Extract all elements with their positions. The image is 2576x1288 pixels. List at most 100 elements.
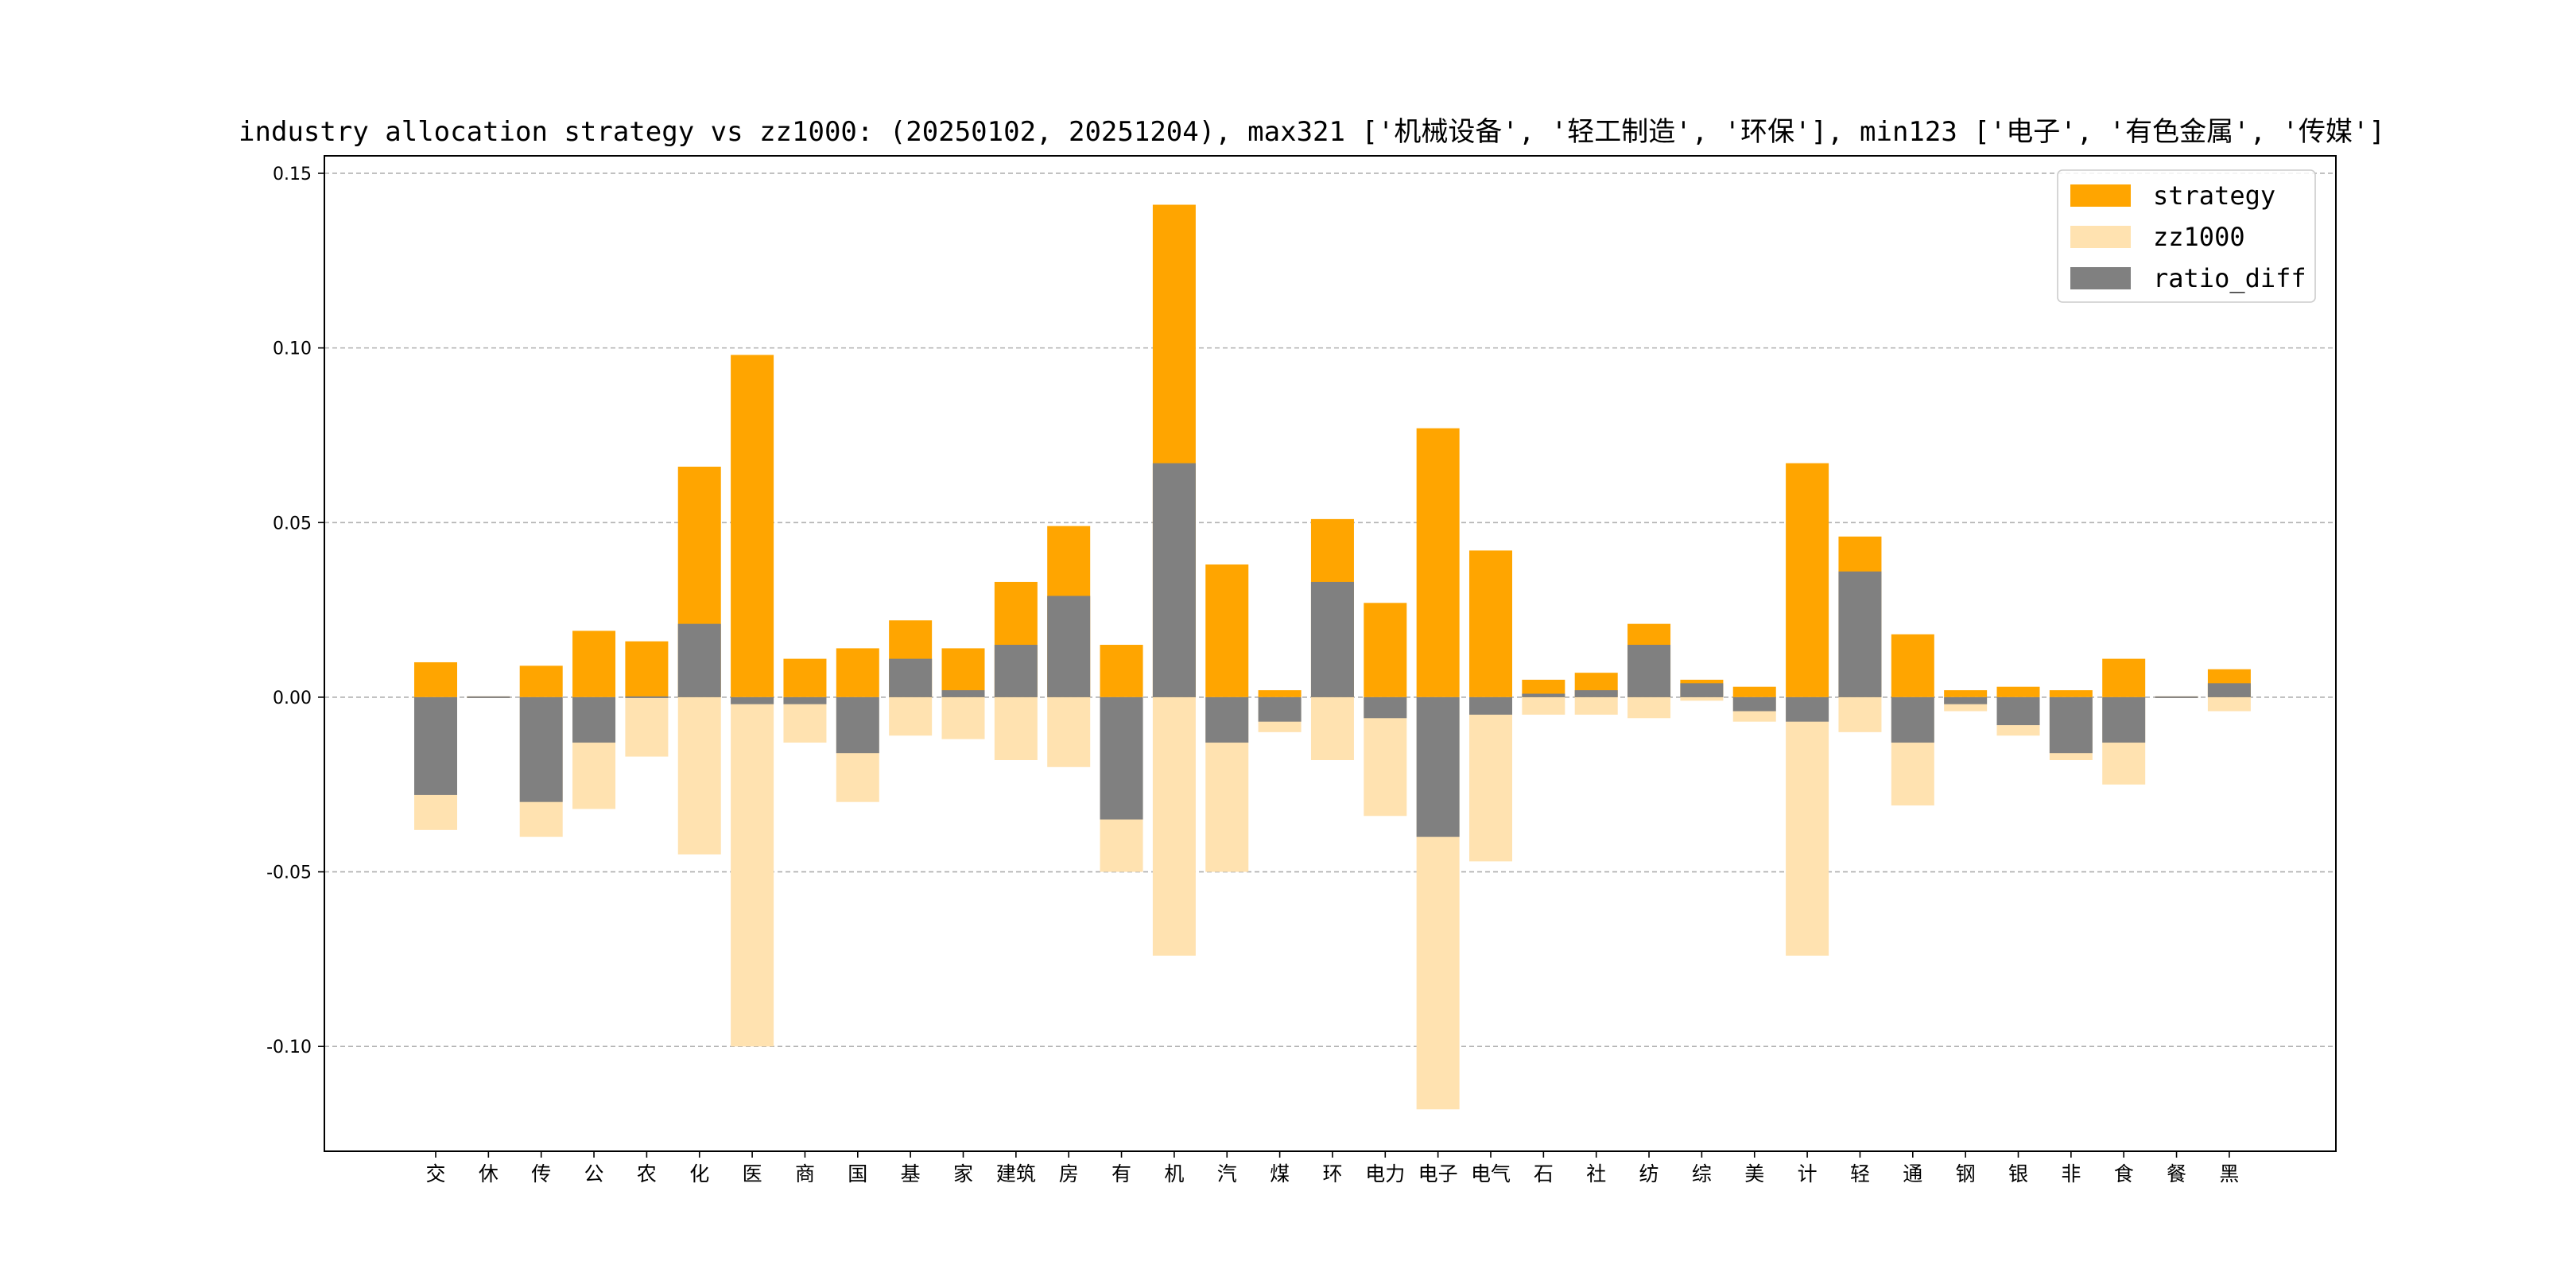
- bar-zz1000: [2207, 696, 2251, 712]
- bar-strategy: [414, 661, 457, 697]
- bar-strategy: [1786, 463, 1829, 697]
- y-axis: -0.10 -0.05 0.00 0.05 0.10 0.15: [266, 165, 324, 1057]
- legend-swatch-ratio_diff: [2070, 267, 2131, 289]
- x-tick-label: 美: [1744, 1162, 1764, 1185]
- bar-ratio_diff: [1996, 696, 2040, 726]
- bar-zz1000: [1152, 696, 1196, 956]
- x-tick-label: 非: [2061, 1162, 2081, 1185]
- bar-zz1000: [1786, 696, 1829, 956]
- bar-ratio_diff: [1416, 696, 1460, 837]
- bar-ratio_diff: [1469, 696, 1512, 715]
- x-tick-label: 电力: [1365, 1162, 1405, 1185]
- bar-zz1000: [1680, 696, 1724, 701]
- bar-ratio_diff: [731, 696, 774, 704]
- bar-zz1000: [1838, 696, 1882, 732]
- bar-strategy: [1364, 603, 1407, 697]
- x-tick-label: 基: [901, 1162, 921, 1185]
- bar-strategy: [1732, 686, 1776, 697]
- bar-ratio_diff: [1205, 696, 1249, 743]
- bar-strategy: [731, 355, 774, 697]
- x-tick-label: 有: [1111, 1162, 1131, 1185]
- bar-ratio_diff: [572, 696, 616, 743]
- bar-ratio_diff: [2049, 696, 2093, 754]
- x-tick-label: 交: [425, 1162, 445, 1185]
- bar-zz1000: [1469, 696, 1512, 862]
- bar-ratio_diff: [1891, 696, 1934, 743]
- bar-strategy: [836, 648, 879, 697]
- x-tick-label: 钢: [1956, 1162, 1976, 1185]
- bar-zz1000: [677, 696, 721, 855]
- bar-ratio_diff: [1100, 696, 1143, 820]
- x-tick-label: 纺: [1639, 1162, 1659, 1185]
- x-axis: 交 休 传 公 农 化 医 商 国 基 家建筑房 有 机 汽 煤 环电力 电子 电气石 社 纺 综 美 计 轻 通 钢 银 非 食 餐 黑: [425, 1151, 2239, 1185]
- x-tick-label: 建筑: [996, 1162, 1036, 1185]
- bar-ratio_diff: [889, 658, 933, 697]
- bar-ratio_diff: [1152, 463, 1196, 697]
- legend: strategy zz1000 ratio_diff: [2057, 169, 2316, 303]
- x-tick-label: 银: [2008, 1162, 2028, 1185]
- x-tick-label: 农: [637, 1162, 657, 1185]
- bar-strategy: [1891, 634, 1934, 697]
- bar-ratio_diff: [1574, 690, 1618, 697]
- bar-strategy: [1205, 564, 1249, 697]
- x-tick-label: 餐: [2167, 1162, 2186, 1185]
- x-tick-label: 房: [1059, 1162, 1079, 1185]
- bar-zz1000: [1522, 696, 1565, 715]
- bar-zz1000: [1310, 696, 1354, 760]
- x-tick-label: 综: [1692, 1162, 1712, 1185]
- bar-ratio_diff: [1944, 696, 1988, 704]
- chart-title: industry allocation strategy vs zz1000: …: [239, 116, 2385, 148]
- x-tick-label: 电子: [1418, 1162, 1458, 1185]
- bar-strategy: [1522, 679, 1565, 697]
- bar-ratio_diff: [1258, 696, 1302, 722]
- x-tick-label: 商: [795, 1162, 815, 1185]
- x-tick-label: 家: [953, 1162, 973, 1185]
- bar-zz1000: [1627, 696, 1671, 719]
- bar-ratio_diff: [2155, 696, 2198, 698]
- x-tick-label: 食: [2114, 1162, 2134, 1185]
- bar-ratio_diff: [1047, 596, 1091, 697]
- x-tick-label: 公: [584, 1162, 604, 1185]
- bar-strategy: [519, 665, 563, 697]
- bars: [414, 204, 2251, 1110]
- y-tick-label: 0.00: [273, 689, 312, 708]
- bar-strategy: [1996, 686, 2040, 697]
- bar-ratio_diff: [2102, 696, 2146, 743]
- x-tick-label: 传: [531, 1162, 551, 1185]
- bar-ratio_diff: [467, 696, 510, 698]
- bar-zz1000: [731, 696, 774, 1047]
- x-tick-label: 轻: [1850, 1162, 1870, 1185]
- bar-zz1000: [941, 696, 985, 739]
- bar-ratio_diff: [414, 696, 457, 795]
- x-tick-label: 医: [743, 1162, 762, 1185]
- bar-zz1000: [994, 696, 1038, 760]
- bar-ratio_diff: [677, 623, 721, 697]
- x-tick-label: 机: [1164, 1162, 1184, 1185]
- bar-zz1000: [1047, 696, 1091, 767]
- y-tick-label: 0.05: [273, 514, 312, 533]
- bar-strategy: [1469, 550, 1512, 697]
- x-tick-label: 计: [1798, 1162, 1818, 1185]
- y-tick-label: -0.10: [266, 1038, 312, 1057]
- legend-label-zz1000: zz1000: [2153, 222, 2245, 252]
- x-tick-label: 煤: [1270, 1162, 1290, 1185]
- x-tick-label: 社: [1586, 1162, 1606, 1185]
- bar-strategy: [783, 658, 827, 697]
- y-tick-label: 0.10: [273, 339, 312, 359]
- bar-strategy: [2049, 690, 2093, 697]
- x-tick-label: 化: [689, 1162, 709, 1185]
- bar-strategy: [1258, 690, 1302, 697]
- bar-ratio_diff: [625, 696, 669, 698]
- x-tick-label: 汽: [1217, 1162, 1237, 1185]
- bar-strategy: [1416, 428, 1460, 697]
- legend-label-strategy: strategy: [2153, 180, 2275, 211]
- bar-ratio_diff: [1627, 645, 1671, 697]
- bar-zz1000: [783, 696, 827, 743]
- legend-label-ratio_diff: ratio_diff: [2153, 263, 2306, 293]
- y-tick-label: 0.15: [273, 165, 312, 184]
- x-tick-label: 通: [1903, 1162, 1922, 1185]
- bar-ratio_diff: [836, 696, 879, 754]
- plot-frame: [324, 155, 2337, 1152]
- bar-ratio_diff: [1364, 696, 1407, 719]
